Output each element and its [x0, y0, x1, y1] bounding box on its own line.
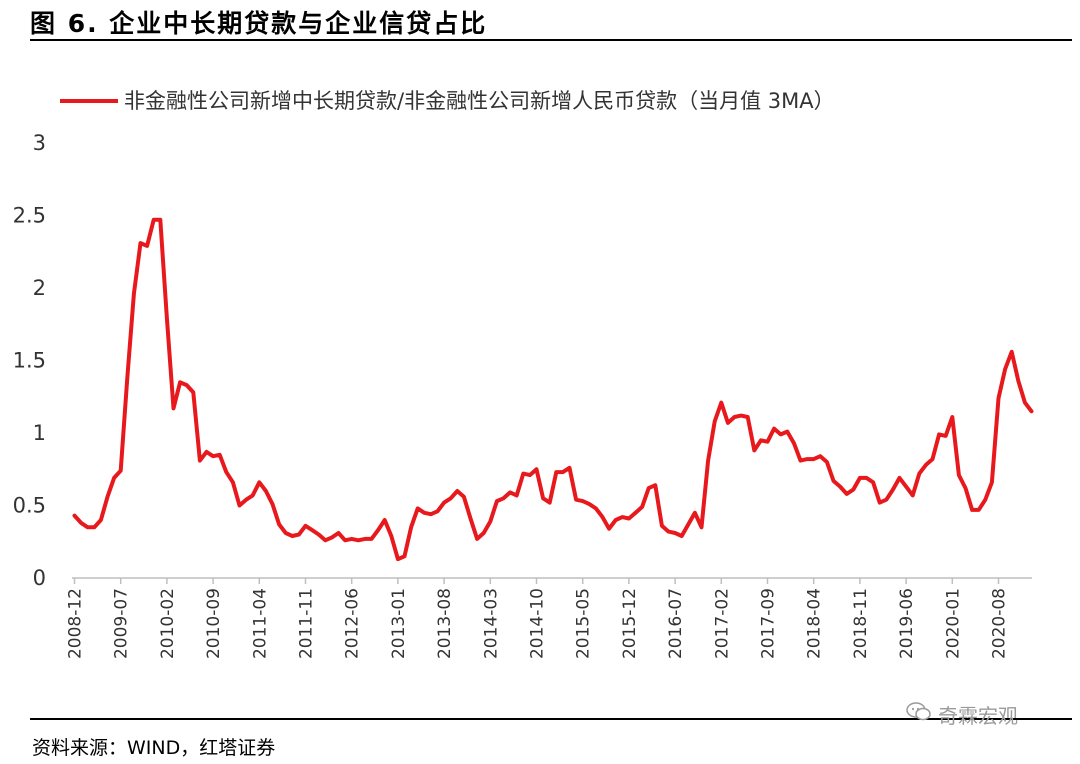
x-tick-label: 2017-09 — [759, 588, 779, 659]
x-tick-label: 2013-08 — [435, 588, 455, 659]
figure-title: 图 6. 企业中长期贷款与企业信贷占比 — [30, 9, 488, 38]
x-axis-ticks: 2008-12 2009-07 2010-02 2010-09 2011-04 2011-… — [66, 578, 1010, 659]
y-tick-label: 3 — [33, 131, 46, 155]
y-tick-label: 1.5 — [13, 349, 46, 373]
x-tick-label: 2018-04 — [805, 588, 825, 659]
x-tick-label: 2011-11 — [297, 588, 317, 659]
x-tick-label: 2020-08 — [990, 588, 1010, 659]
wechat-icon — [906, 701, 932, 728]
x-tick-label: 2019-06 — [897, 588, 917, 659]
x-tick-label: 2014-03 — [481, 588, 501, 659]
x-tick-label: 2011-04 — [250, 588, 270, 659]
watermark: 奇霖宏观 — [906, 700, 1018, 729]
x-tick-label: 2020-01 — [943, 588, 963, 659]
x-tick-label: 2010-09 — [204, 588, 224, 659]
x-tick-label: 2013-01 — [389, 588, 409, 659]
x-tick-label: 2008-12 — [66, 588, 86, 659]
x-tick-label: 2010-02 — [158, 588, 178, 659]
x-tick-label: 2016-07 — [666, 588, 686, 659]
x-tick-label: 2015-05 — [574, 588, 594, 659]
legend-label: 非金融性公司新增中长期贷款/非金融性公司新增人民币贷款（当月值 3MA） — [124, 89, 835, 113]
x-tick-label: 2015-12 — [620, 588, 640, 659]
y-tick-label: 2.5 — [13, 204, 46, 228]
top-rule — [30, 39, 1072, 41]
y-tick-label: 2 — [33, 276, 46, 300]
y-tick-label: 0 — [33, 566, 46, 590]
x-tick-label: 2014-10 — [528, 588, 548, 659]
source-note: 资料来源：WIND，红塔证券 — [32, 737, 276, 759]
series-line — [72, 217, 1034, 562]
legend: 非金融性公司新增中长期贷款/非金融性公司新增人民币贷款（当月值 3MA） — [60, 89, 835, 113]
watermark-text: 奇霖宏观 — [938, 704, 1018, 728]
y-tick-label: 0.5 — [13, 494, 46, 518]
x-tick-label: 2009-07 — [112, 588, 132, 659]
x-tick-label: 2017-02 — [712, 588, 732, 659]
y-tick-label: 1 — [33, 421, 46, 445]
x-tick-label: 2012-06 — [343, 588, 363, 659]
y-axis-ticks: 0 0.5 1 1.5 2 2.5 3 — [13, 131, 46, 590]
x-tick-label: 2018-11 — [851, 588, 871, 659]
bottom-rule — [30, 718, 1072, 720]
